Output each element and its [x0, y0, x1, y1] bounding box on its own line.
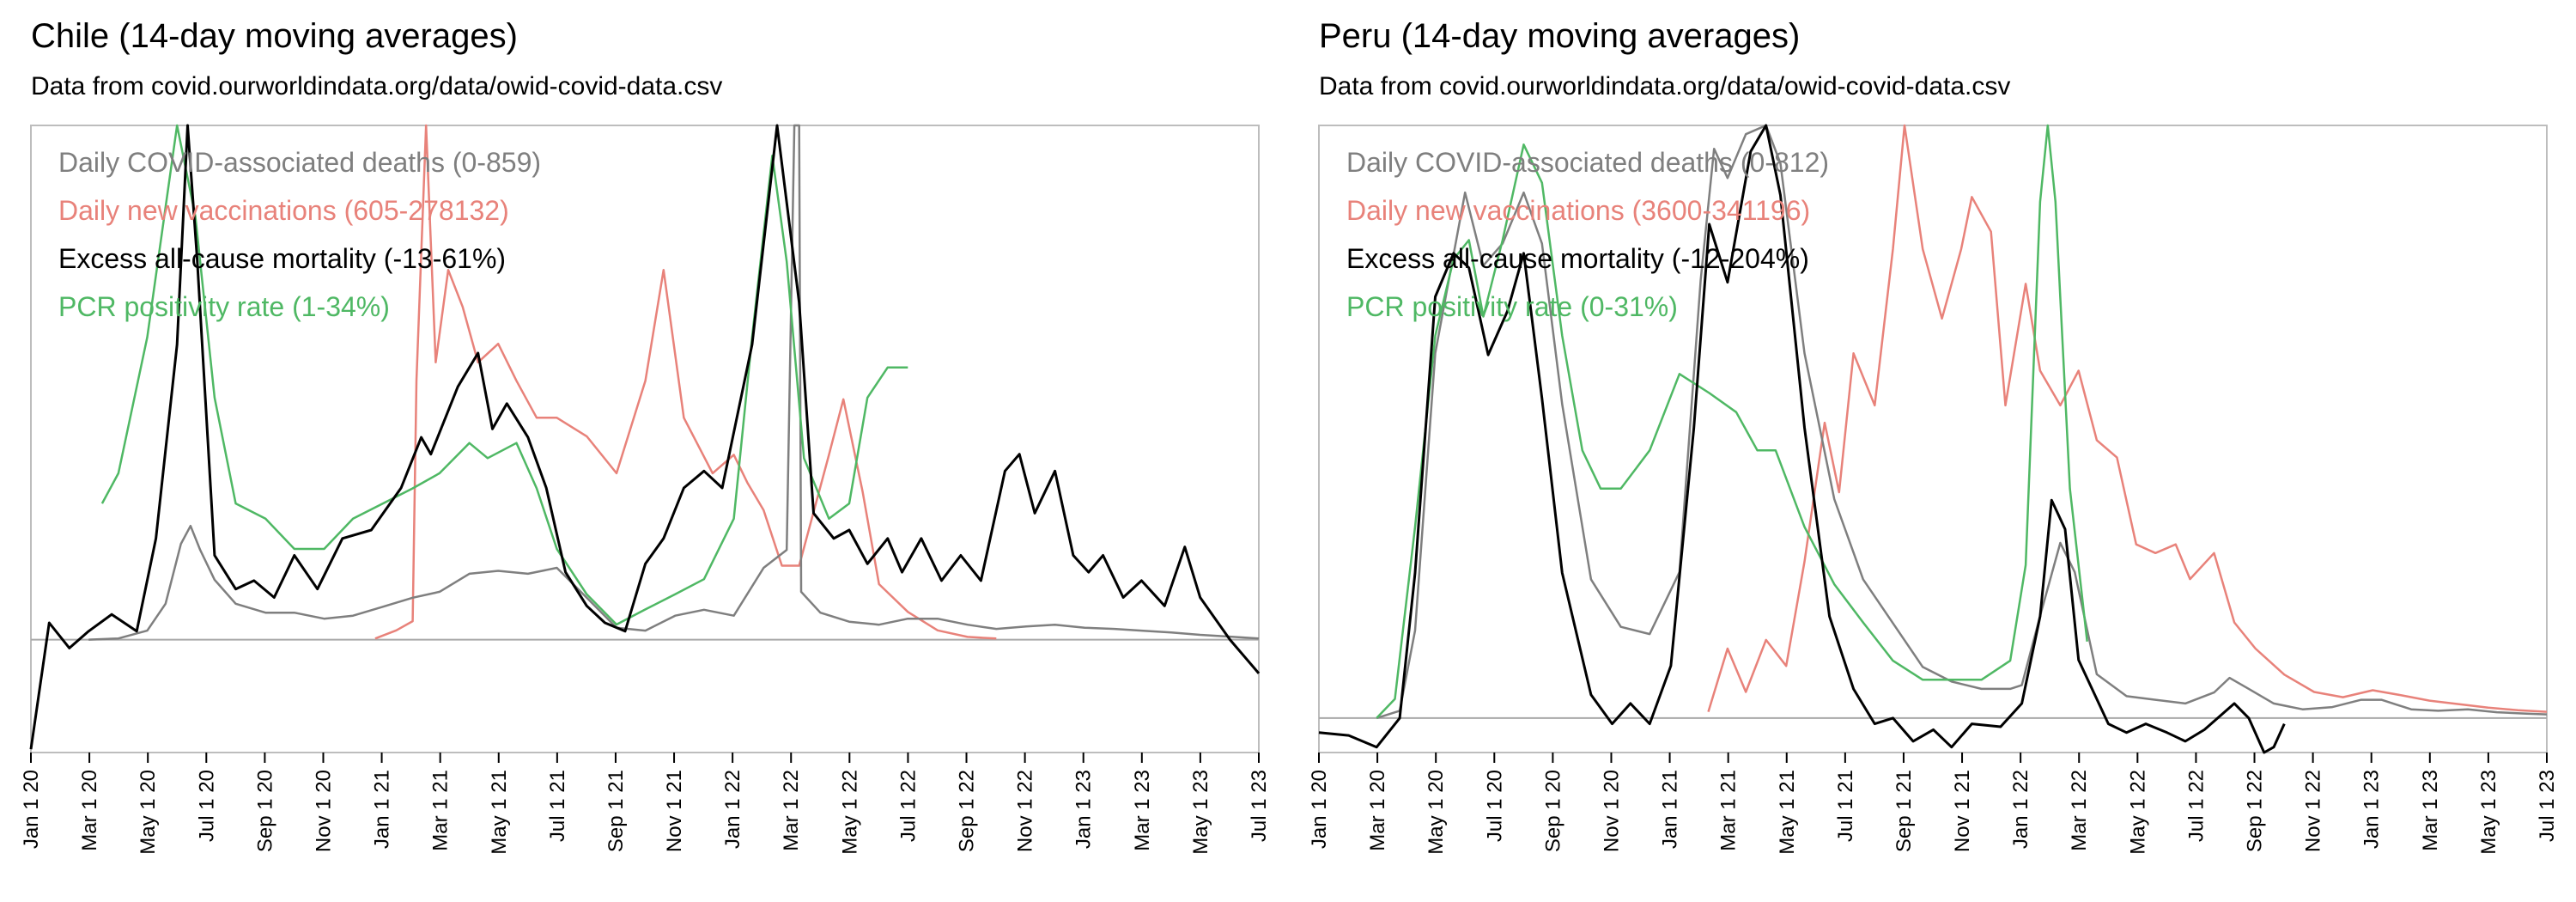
- x-tick-label: Sep 1 21: [605, 770, 628, 852]
- x-tick-label: Sep 1 21: [1893, 770, 1916, 852]
- chart-subtitle: Data from covid.ourworldindata.org/data/…: [31, 72, 723, 101]
- x-tick-label: Jan 1 22: [2009, 770, 2032, 849]
- x-tick-label: Nov 1 21: [1951, 770, 1974, 852]
- x-tick-label: May 1 21: [1776, 770, 1799, 855]
- x-tick-label: Jan 1 20: [20, 770, 43, 849]
- x-tick-label: Mar 1 21: [1717, 770, 1741, 851]
- x-tick-label: May 1 22: [2126, 770, 2149, 855]
- legend-item-deaths: Daily COVID-associated deaths (0-812): [1346, 147, 1829, 178]
- x-tick-label: Mar 1 22: [2068, 770, 2091, 851]
- x-tick-label: May 1 20: [1425, 770, 1448, 855]
- x-tick-label: Nov 1 22: [1014, 770, 1037, 852]
- x-tick-label: Jul 1 23: [1248, 770, 1271, 842]
- series-line-vaccinations: [1707, 124, 2548, 713]
- plot-frame: [1318, 125, 2548, 753]
- x-tick-label: Nov 1 21: [663, 770, 686, 852]
- x-tick-label: May 1 23: [2477, 770, 2500, 855]
- x-tick-label: Jul 1 22: [896, 770, 920, 842]
- chart-subtitle: Data from covid.ourworldindata.org/data/…: [1319, 72, 2011, 101]
- chart-title: Chile (14-day moving averages): [31, 17, 518, 55]
- x-tick-label: Mar 1 23: [1131, 770, 1154, 851]
- x-tick-label: Mar 1 20: [1366, 770, 1389, 851]
- x-tick-label: Jan 1 23: [1072, 770, 1096, 849]
- x-tick-label: Jan 1 21: [371, 770, 394, 849]
- chart-plot-peru: Daily COVID-associated deaths (0-812) Dai…: [1308, 124, 2559, 855]
- series-line-deaths: [1376, 124, 2548, 720]
- x-tick-label: Jul 1 20: [195, 770, 218, 842]
- x-tick-label: May 1 22: [838, 770, 861, 855]
- x-tick-label: May 1 23: [1189, 770, 1212, 855]
- chart-plot-chile: Daily COVID-associated deaths (0-859) Dai…: [20, 124, 1271, 855]
- x-tick-label: Jul 1 23: [2536, 770, 2559, 842]
- x-tick-label: May 1 20: [137, 770, 160, 855]
- x-tick-label: Jan 1 22: [721, 770, 744, 849]
- legend-item-excess: Excess all-cause mortality (-12-204%): [1346, 243, 1809, 274]
- x-tick-label: Mar 1 21: [429, 770, 453, 851]
- x-tick-label: Sep 1 20: [1541, 770, 1564, 852]
- chart-panel-peru: Peru (14-day moving averages) Data from …: [1288, 0, 2576, 902]
- legend-item-deaths: Daily COVID-associated deaths (0-859): [58, 147, 541, 178]
- series-line-excess: [1318, 124, 2286, 754]
- x-tick-label: Jul 1 22: [2184, 770, 2208, 842]
- x-tick-label: Nov 1 20: [312, 770, 335, 852]
- x-tick-label: Nov 1 20: [1600, 770, 1623, 852]
- x-tick-label: Sep 1 22: [956, 770, 979, 852]
- legend-item-vaccinations: Daily new vaccinations (3600-341196): [1346, 195, 1810, 226]
- x-tick-label: Jan 1 23: [2360, 770, 2384, 849]
- x-tick-label: Nov 1 22: [2302, 770, 2325, 852]
- series-line-deaths: [88, 124, 1260, 641]
- series-line-pcr: [100, 124, 908, 626]
- chart-title: Peru (14-day moving averages): [1319, 17, 1801, 55]
- series-line-vaccinations: [374, 124, 997, 640]
- x-tick-label: Jan 1 20: [1308, 770, 1331, 849]
- x-tick-label: Jul 1 20: [1483, 770, 1506, 842]
- legend-item-vaccinations: Daily new vaccinations (605-278132): [58, 195, 509, 226]
- x-tick-label: Mar 1 20: [78, 770, 101, 851]
- x-tick-label: Jul 1 21: [1834, 770, 1857, 842]
- series-line-excess: [29, 124, 1261, 750]
- x-tick-label: Jul 1 21: [546, 770, 569, 842]
- legend-item-pcr: PCR positivity rate (0-31%): [1346, 291, 1678, 322]
- x-tick-label: Mar 1 23: [2419, 770, 2442, 851]
- legend-item-excess: Excess all-cause mortality (-13-61%): [58, 243, 506, 274]
- x-tick-label: Sep 1 22: [2244, 770, 2267, 852]
- series-line-pcr: [1376, 124, 2088, 719]
- x-tick-label: Sep 1 20: [253, 770, 276, 852]
- legend-item-pcr: PCR positivity rate (1-34%): [58, 291, 390, 322]
- x-tick-label: Mar 1 22: [780, 770, 803, 851]
- x-tick-label: Jan 1 21: [1659, 770, 1682, 849]
- x-tick-label: May 1 21: [488, 770, 511, 855]
- plot-frame: [30, 125, 1260, 753]
- chart-panel-chile: Chile (14-day moving averages) Data from…: [20, 17, 1271, 855]
